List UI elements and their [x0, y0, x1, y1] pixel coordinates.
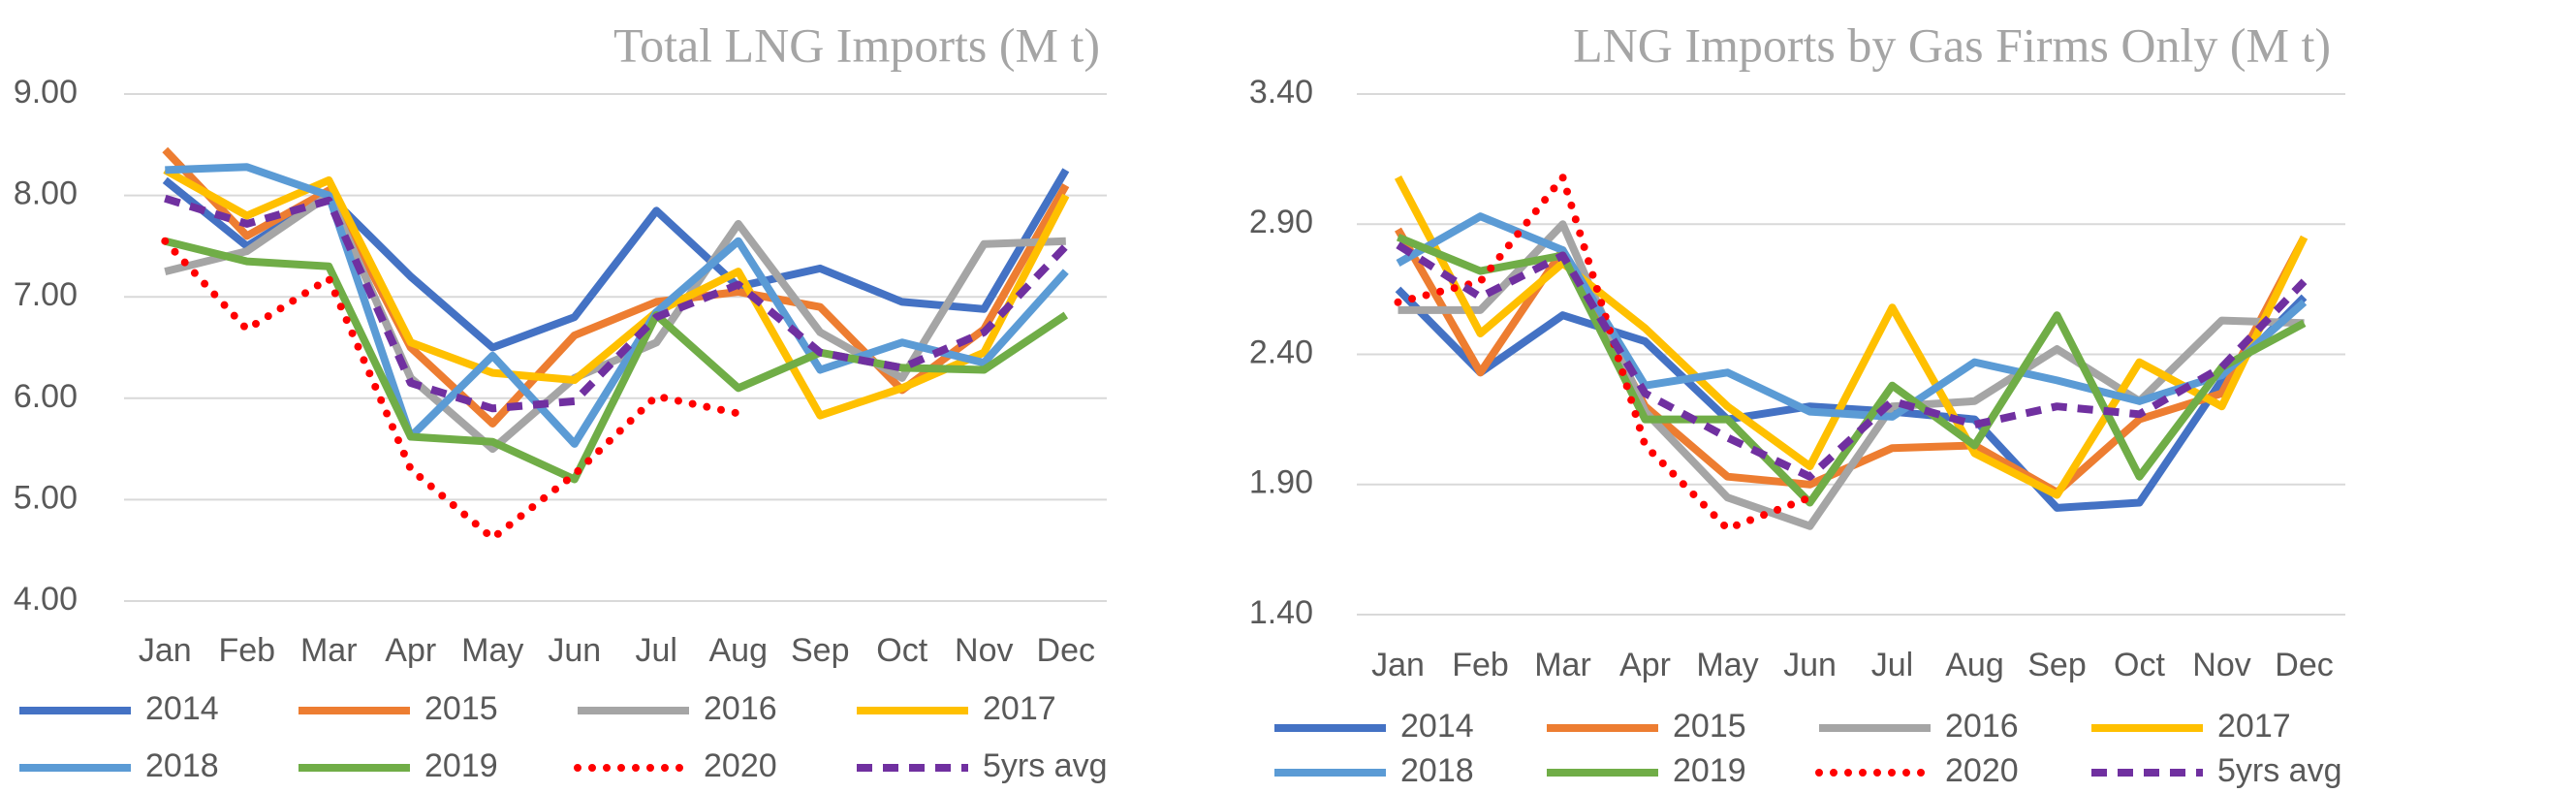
- x-tick-label: Sep: [791, 632, 850, 669]
- series-line: [1395, 286, 2308, 512]
- chart: LNG Imports by Gas Firms Only (M t) 1.40 1…: [1249, 17, 2345, 789]
- x-tick-label: Feb: [1452, 647, 1509, 683]
- y-tick-label: 1.90: [1249, 464, 1313, 501]
- series-line: [164, 237, 1069, 484]
- legend-label: 2017: [983, 690, 1056, 727]
- x-tick-label: Mar: [1534, 647, 1591, 683]
- y-tick-label: 1.40: [1249, 594, 1313, 631]
- legend-label: 2014: [145, 690, 219, 727]
- y-tick-label: 3.40: [1249, 74, 1313, 111]
- chart-title: LNG Imports by Gas Firms Only (M t): [1573, 17, 2331, 72]
- x-tick-label: May: [1696, 647, 1758, 683]
- x-tick-label: Nov: [2192, 647, 2250, 683]
- x-tick-label: Aug: [1945, 647, 2004, 683]
- x-tick-label: Jan: [139, 632, 192, 669]
- y-tick-label: 4.00: [14, 581, 78, 618]
- chart: Total LNG Imports (M t) 4.00 5.00 6.00 7.00 8…: [14, 17, 1108, 784]
- series-line: [1396, 241, 2308, 481]
- x-tick-label: Apr: [1619, 647, 1671, 683]
- legend-label: 2019: [1673, 752, 1746, 789]
- series-line: [1398, 220, 2305, 530]
- series-line: [165, 163, 1069, 448]
- y-tick-label: 6.00: [14, 378, 78, 415]
- x-tick-label: Jul: [636, 632, 677, 669]
- series-line: [163, 166, 1070, 420]
- series-line: [164, 194, 1069, 413]
- y-tick-label: 5.00: [14, 479, 78, 516]
- x-tick-label: Nov: [955, 632, 1013, 669]
- x-tick-label: Jan: [1371, 647, 1425, 683]
- legend-label: 2018: [145, 747, 219, 784]
- legend-label: 2016: [1945, 708, 2019, 745]
- series-line: [1396, 212, 2308, 421]
- y-tick-label: 2.90: [1249, 204, 1313, 240]
- chart-title: Total LNG Imports (M t): [613, 17, 1100, 72]
- legend-label: 2015: [1673, 708, 1746, 745]
- x-tick-label: Jul: [1871, 647, 1913, 683]
- x-tick-label: Aug: [709, 632, 769, 669]
- x-tick-label: Feb: [218, 632, 275, 669]
- x-tick-label: Jun: [1783, 647, 1837, 683]
- y-tick-label: 7.00: [14, 276, 78, 313]
- x-tick-label: May: [461, 632, 523, 669]
- legend-label: 5yrs avg: [2217, 752, 2342, 789]
- x-tick-label: Apr: [385, 632, 436, 669]
- series-line: [161, 237, 742, 543]
- series-line: [1394, 175, 2309, 499]
- y-tick-label: 8.00: [14, 175, 78, 212]
- y-tick-label: 9.00: [14, 74, 78, 111]
- series-line: [164, 191, 1066, 454]
- y-tick-label: 2.40: [1249, 333, 1313, 370]
- x-tick-label: Sep: [2027, 647, 2087, 683]
- legend-label: 5yrs avg: [983, 747, 1108, 784]
- x-tick-label: Oct: [2114, 647, 2165, 683]
- x-tick-label: Dec: [2275, 647, 2333, 683]
- legend-label: 2017: [2217, 708, 2291, 745]
- legend-label: 2020: [1945, 752, 2019, 789]
- legend-label: 2015: [424, 690, 498, 727]
- x-tick-label: Jun: [548, 632, 601, 669]
- x-tick-label: Mar: [300, 632, 358, 669]
- legend-label: 2020: [704, 747, 777, 784]
- legend-label: 2016: [704, 690, 777, 727]
- legend-label: 2019: [424, 747, 498, 784]
- legend-label: 2018: [1400, 752, 1474, 789]
- x-tick-label: Oct: [876, 632, 927, 669]
- legend-label: 2014: [1400, 708, 1474, 745]
- x-tick-label: Dec: [1037, 632, 1095, 669]
